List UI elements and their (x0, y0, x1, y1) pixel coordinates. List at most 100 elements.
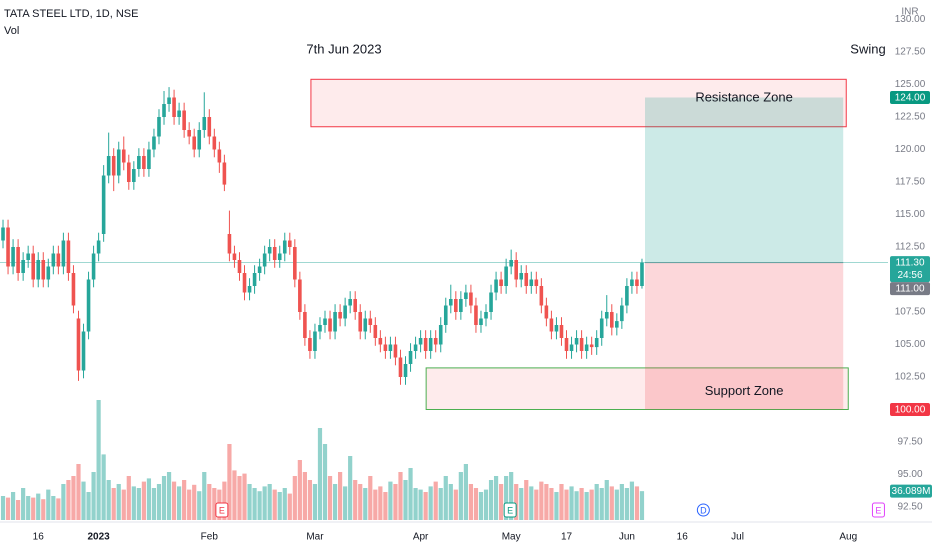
volume-bar (227, 444, 232, 520)
volume-bar (594, 484, 599, 520)
volume-bar (101, 454, 106, 520)
candle-body (56, 253, 61, 267)
volume-bar (146, 478, 152, 520)
volume-bar (327, 476, 333, 520)
volume-bar (16, 500, 21, 520)
candle-body (81, 331, 86, 371)
volume-bar (131, 486, 136, 520)
volume-bar (302, 472, 307, 520)
volume-bar (237, 476, 242, 520)
x-tick-label: Jul (731, 532, 744, 543)
volume-bar (488, 480, 494, 520)
volume-bar (579, 488, 584, 520)
volume-bar (478, 492, 484, 520)
volume-bar (423, 492, 428, 520)
volume-bar (51, 496, 56, 520)
x-tick-label: 17 (561, 532, 573, 543)
candle-body (21, 260, 25, 273)
candle-body (227, 234, 232, 254)
volume-bar (10, 492, 16, 520)
volume-bar (307, 480, 313, 520)
volume-bar (182, 480, 187, 520)
candle-body (403, 364, 408, 377)
volume-bar (36, 493, 41, 520)
candle-body (393, 344, 398, 358)
event-badge (215, 502, 229, 518)
volume-bar (282, 488, 287, 520)
volume-bar (171, 481, 177, 520)
event-marker: E (215, 502, 229, 518)
volume-bar (96, 400, 101, 520)
candle-body (137, 156, 141, 169)
candle-body (31, 253, 36, 280)
volume-bar (609, 486, 614, 520)
volume-bar (443, 476, 448, 520)
volume-bar (338, 472, 343, 520)
candle-body (358, 312, 363, 332)
y-tick-label: 125.00 (895, 79, 926, 90)
candle-body (338, 312, 342, 319)
zone-label: Support Zone (705, 383, 784, 398)
candle-body (574, 338, 579, 345)
volume-bar (584, 492, 589, 520)
candle-body (348, 299, 352, 306)
volume-bar (614, 489, 619, 520)
symbol-title: TATA STEEL LTD, 1D, NSE (4, 8, 138, 20)
candle-body (267, 247, 272, 254)
candle-body (564, 338, 569, 351)
candle-body (86, 279, 91, 332)
volume-bar (187, 489, 192, 520)
candle-body (157, 117, 161, 137)
candle-body (187, 130, 191, 137)
volume-bar (106, 480, 111, 520)
currency: INR (901, 7, 918, 18)
candle-body (192, 136, 197, 150)
candle-body (257, 266, 262, 273)
candle-body (323, 318, 327, 325)
candle-body (509, 260, 513, 267)
volume-bar (524, 480, 529, 520)
candle-body (383, 344, 388, 351)
candle-body (298, 279, 302, 312)
candle-body (428, 338, 433, 351)
volume-bar (41, 499, 46, 520)
candle-body (1, 227, 5, 241)
volume-bar (383, 492, 388, 520)
volume-bar (544, 484, 549, 520)
volume-bar (287, 493, 292, 520)
candle-body (433, 338, 438, 345)
volume-bar (121, 489, 126, 520)
event-label: D (700, 505, 707, 515)
candle-body (454, 299, 458, 312)
volume-marker (890, 484, 932, 498)
profit-zone (644, 97, 844, 263)
volume-bar (46, 489, 51, 520)
candle-body (6, 227, 10, 267)
volume-bar (438, 488, 443, 520)
volume-bar (483, 489, 489, 520)
volume-bar (257, 491, 262, 520)
y-tick-label: 127.50 (895, 47, 926, 58)
volume-bar (136, 488, 141, 520)
y-tick-label: 117.50 (895, 177, 925, 188)
candle-body (313, 331, 317, 351)
volume-bar (499, 484, 504, 520)
candle-body (61, 240, 66, 267)
volume-bar (0, 496, 6, 520)
volume-bar (21, 488, 26, 520)
candle-body (408, 351, 413, 364)
volume-bar (126, 476, 131, 520)
zone (310, 78, 847, 128)
y-tick-label: 112.50 (895, 242, 925, 253)
candle-body (51, 253, 56, 267)
volume-bar (252, 488, 257, 520)
event-marker: D (696, 503, 710, 517)
candle-body (96, 240, 101, 254)
price-marker-label: 124.00 (895, 92, 926, 103)
volume-bar (458, 472, 463, 520)
candle-body (469, 292, 473, 306)
volume-bar (116, 484, 121, 520)
candle-body (569, 344, 574, 351)
event-label: E (507, 505, 513, 515)
